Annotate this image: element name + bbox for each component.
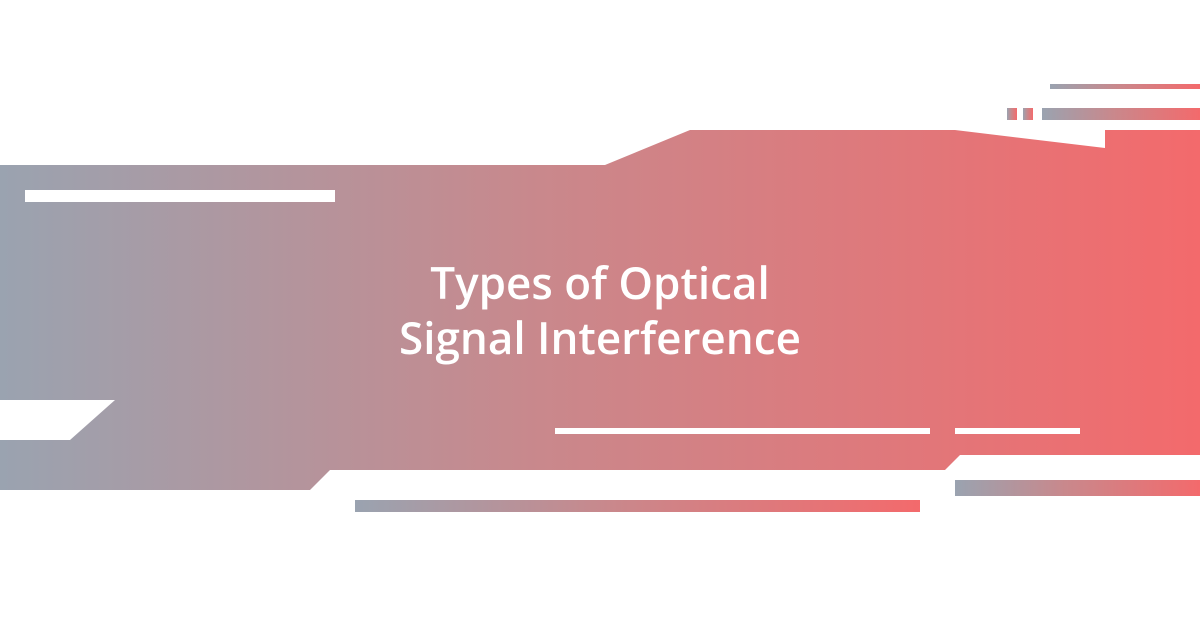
title-line-1: Types of Optical [430,252,770,312]
title-container: Types of Optical Signal Interference [0,0,1200,630]
banner-container: Types of Optical Signal Interference [0,0,1200,630]
title-line-2: Signal Interference [399,307,801,367]
banner-title: Types of Optical Signal Interference [399,255,801,365]
